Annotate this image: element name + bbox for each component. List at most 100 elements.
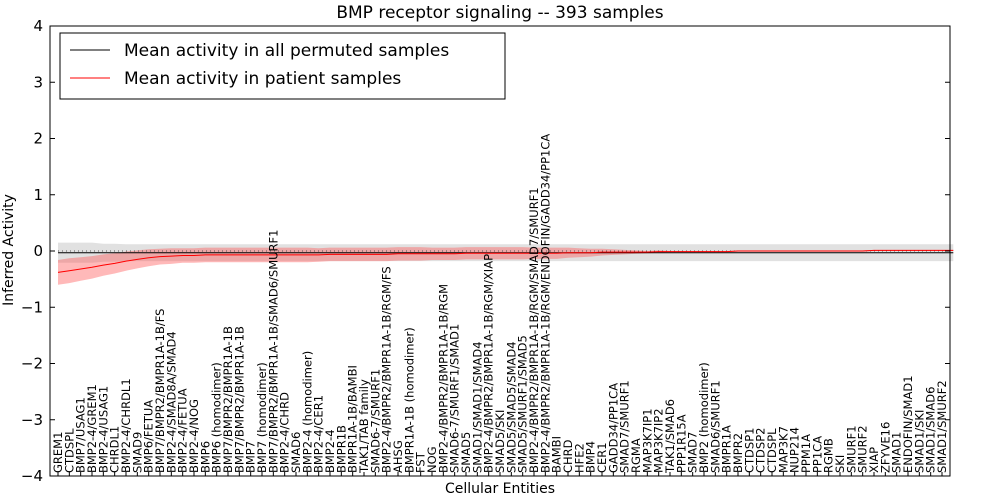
legend-label-permuted: Mean activity in all permuted samples	[124, 41, 449, 61]
legend-label-patient: Mean activity in patient samples	[124, 69, 401, 89]
x-tick-label: BMP2-4/BMPR2/BMPR1A-1B/RGM/ENDOFIN/GADD3…	[538, 134, 552, 473]
x-tick-label: RGMA	[629, 438, 643, 473]
x-tick-label: SMAD1/SMURF2	[935, 380, 949, 473]
y-tick-label: −2	[21, 355, 43, 373]
x-tick-label: TAK1/TAB family	[357, 379, 371, 474]
x-tick-label: CTDSPL	[765, 428, 779, 473]
x-tick-label: SMAD6-7/SMURF1	[368, 369, 382, 473]
x-tick-label: BMP7/BMPR2/BMPR1A-1B/FS	[153, 309, 167, 473]
y-tick-label: −3	[21, 411, 43, 429]
x-tick-label: PPM1A	[799, 434, 813, 473]
x-tick-label: HFE2	[572, 443, 586, 473]
x-tick-label: MAP3K7IP1	[640, 408, 654, 473]
legend-box	[59, 32, 506, 100]
y-tick-label: 2	[33, 130, 43, 148]
x-tick-label: CHRD	[561, 439, 575, 473]
x-tick-label: BMP2-4/FETUA	[176, 388, 190, 473]
x-tick-label: BMP2-4/BMPR2/BMPR1A-1B/RGM/SMAD7/SMURF1	[527, 187, 541, 473]
x-tick-label: AHSG	[391, 440, 405, 473]
x-tick-label: BMPR2	[731, 433, 745, 473]
x-tick-label: BMP2-4/CHRD	[278, 392, 292, 473]
y-tick-label: 4	[33, 17, 43, 35]
x-tick-label: BMP2-4	[323, 429, 337, 473]
x-tick-label: BAMBI	[550, 436, 564, 473]
x-tick-label: BMP2-4/CHRDL1	[119, 378, 133, 473]
y-tick-label: −4	[21, 467, 43, 485]
x-tick-label: SMAD7/SMURF1	[618, 380, 632, 473]
x-tick-label: CER1	[595, 442, 609, 473]
x-tick-label: PPP1R15A	[674, 414, 688, 473]
x-tick-label: BMP7 (homodimer)	[255, 362, 269, 473]
x-tick-label: BMP4	[584, 441, 598, 473]
x-tick-label: PP1CA	[810, 436, 824, 473]
y-tick-label: −1	[21, 298, 43, 316]
y-axis-label: Inferred Activity	[1, 194, 17, 306]
x-tick-label: BMP7	[244, 441, 258, 473]
x-tick-label: XIAP	[867, 447, 881, 473]
y-axis: −4 −3 −2 −1 0 1 2 3 4	[21, 17, 950, 485]
x-tick-label: BMP7/USAG1	[74, 397, 88, 473]
x-tick-label: BMP6/FETUA	[142, 400, 156, 473]
x-tick-label: SMURF1	[844, 425, 858, 473]
x-tick-label: BMPR1A	[720, 425, 734, 473]
x-tick-label: BMP7/BMPR2/BMPR1A-1B	[232, 326, 246, 473]
x-tick-label: MAP3K7	[776, 426, 790, 473]
x-tick-label: BMP2-4/BMPR2/BMPR1A-1B/RGM/FS	[380, 266, 394, 473]
x-tick-label: BMP2-4 (homodimer)	[300, 351, 314, 473]
x-tick-label: SMURF2	[856, 425, 870, 473]
x-tick-label: SMAD1/SKI	[912, 410, 926, 473]
x-tick-label: RGMB	[822, 438, 836, 473]
x-tick-label: FST	[414, 451, 428, 473]
x-tick-label: SMAD7	[686, 432, 700, 473]
x-tick-label: CTDSP2	[754, 428, 768, 473]
x-axis-label: Cellular Entities	[445, 481, 555, 497]
x-tick-label: SKI	[833, 455, 847, 473]
x-tick-label: CTDSP1	[742, 428, 756, 473]
y-tick-label: 3	[33, 73, 43, 91]
series-line-patient	[57, 249, 954, 273]
x-tick-label: SMAD6	[289, 432, 303, 473]
x-tick-label: CTDSPL	[62, 428, 76, 473]
x-tick-label: BMP2-4/SMAD8A/SMAD4	[164, 331, 178, 473]
y-tick-label: 1	[33, 186, 43, 204]
x-tick-label: SMAD6-7/SMURF1/SMAD1	[448, 324, 462, 473]
x-tick-label: BMP7/BMPR2/BMPR1A-1B	[221, 326, 235, 473]
x-tick-label: ZFYVE16	[878, 422, 892, 473]
x-tick-label: BMP2-4/NOG	[187, 399, 201, 473]
x-tick-label: SMAD1/SMAD6	[924, 387, 938, 473]
x-tick-label: BMP2 (homodimer)	[697, 362, 711, 473]
x-tick-label: SMAD5	[459, 432, 473, 473]
x-tick-label: SMAD5/SMURF1/SMAD5	[516, 335, 530, 473]
x-tick-label: BMPR1B	[334, 425, 348, 473]
x-tick-label: BMP2-4/CER1	[312, 395, 326, 473]
x-tick-label: GADD34/PP1CA	[606, 383, 620, 473]
x-tick-label: SMAD5/SMAD5/SMAD4	[504, 341, 518, 473]
y-tick-label: 0	[33, 242, 43, 260]
x-tick-label: ENDOFIN/SMAD1	[901, 375, 915, 473]
x-tick-label: NOG	[425, 446, 439, 473]
x-tick-label: GREM1	[51, 432, 65, 473]
x-tick-label: BMP7/BMPR2/BMPR1A-1B/SMAD6/SMURF1	[266, 230, 280, 473]
x-axis: GREM1CTDSPLBMP7/USAG1BMP2-4/GREM1BMP2-4/…	[51, 134, 949, 476]
x-tick-label: TAK1/SMAD6	[663, 399, 677, 474]
legend: Mean activity in all permuted samples Me…	[59, 32, 506, 100]
x-tick-label: SMAD9	[130, 432, 144, 473]
x-tick-label: BMP6	[198, 441, 212, 473]
x-tick-label: BMP2-4/GREM1	[85, 384, 99, 473]
x-tick-label: SMAD1/SMAD1/SMAD4	[470, 341, 484, 473]
x-tick-label: BMP2-4/USAG1	[96, 386, 110, 473]
x-tick-label: NUP214	[788, 427, 802, 473]
plot-area	[49, 25, 954, 477]
band-patient	[58, 247, 954, 285]
x-tick-label: BMP6 (homodimer)	[210, 362, 224, 473]
x-tick-label: BMPR1A-1B/BAMBI	[346, 365, 360, 473]
x-tick-label: SMAD6/SMURF1	[708, 380, 722, 473]
x-tick-label: CHRDL1	[108, 426, 122, 473]
x-tick-label: SMAD1	[890, 432, 904, 473]
x-tick-label: BMP2-4/BMPR2/BMPR1A-1B/RGM/XIAP	[482, 254, 496, 473]
x-tick-label: SMAD5/SKI	[493, 410, 507, 473]
x-tick-label: BMP2-4/BMPR2/BMPR1A-1B/RGM	[436, 284, 450, 473]
x-tick-label: MAP3K7IP2	[652, 408, 666, 473]
x-tick-label: BMPR1A-1B (homodimer)	[402, 327, 416, 473]
